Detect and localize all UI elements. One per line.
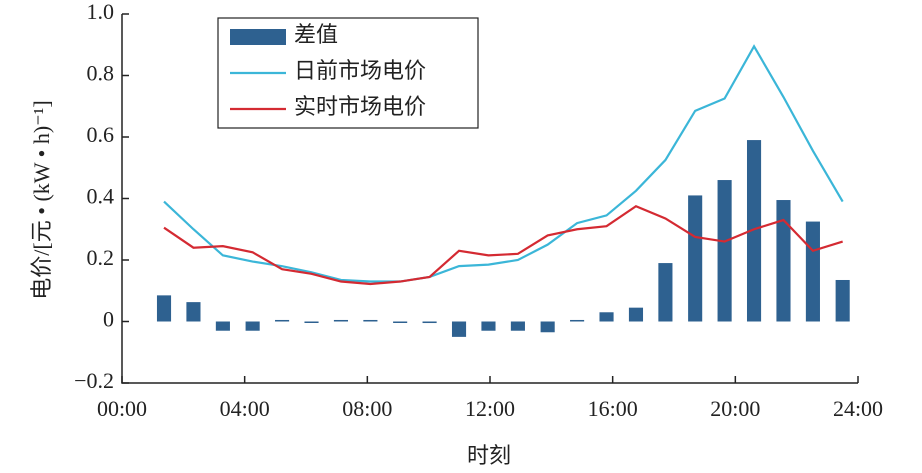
bar: [186, 302, 201, 322]
bar: [304, 321, 319, 323]
bar: [746, 140, 762, 322]
y-tick-label: 0.8: [87, 61, 115, 86]
legend-label: 日前市场电价: [294, 58, 426, 83]
bar: [363, 319, 378, 322]
bar: [805, 221, 820, 322]
y-tick-label: −0.2: [74, 368, 114, 393]
y-tick-label: 0.4: [87, 184, 115, 209]
bar: [570, 319, 585, 322]
bar: [688, 195, 703, 322]
bar: [628, 307, 644, 322]
bar: [510, 321, 525, 331]
x-tick-label: 16:00: [588, 396, 638, 421]
bar: [393, 321, 408, 323]
bar: [156, 295, 172, 322]
legend-swatch: [230, 29, 286, 45]
x-tick-label: 00:00: [97, 396, 147, 421]
bar: [481, 321, 496, 331]
bar: [451, 321, 467, 337]
bar: [245, 321, 260, 331]
x-tick-label: 04:00: [220, 396, 270, 421]
bar: [599, 312, 614, 322]
y-axis-label: 电价/[元 • (kW • h)⁻¹]: [29, 100, 54, 299]
x-tick-label: 24:00: [833, 396, 883, 421]
bar: [333, 319, 349, 322]
bar: [776, 200, 791, 322]
bar: [658, 263, 673, 322]
y-tick-label: 0.6: [87, 122, 115, 147]
line: [163, 204, 843, 286]
x-axis-label: 时刻: [467, 443, 511, 468]
bar: [835, 279, 850, 322]
y-tick-label: 0.2: [87, 245, 115, 270]
bar: [422, 321, 437, 324]
legend-label: 实时市场电价: [294, 94, 426, 119]
x-tick-label: 12:00: [465, 396, 515, 421]
legend-label: 差值: [294, 22, 338, 47]
bar: [275, 319, 290, 322]
y-tick-label: 0: [103, 307, 114, 332]
y-tick-label: 1.0: [87, 0, 115, 24]
bar: [540, 321, 555, 333]
bar: [717, 180, 732, 322]
bar: [215, 321, 230, 331]
x-tick-label: 20:00: [710, 396, 760, 421]
x-tick-label: 08:00: [342, 396, 392, 421]
